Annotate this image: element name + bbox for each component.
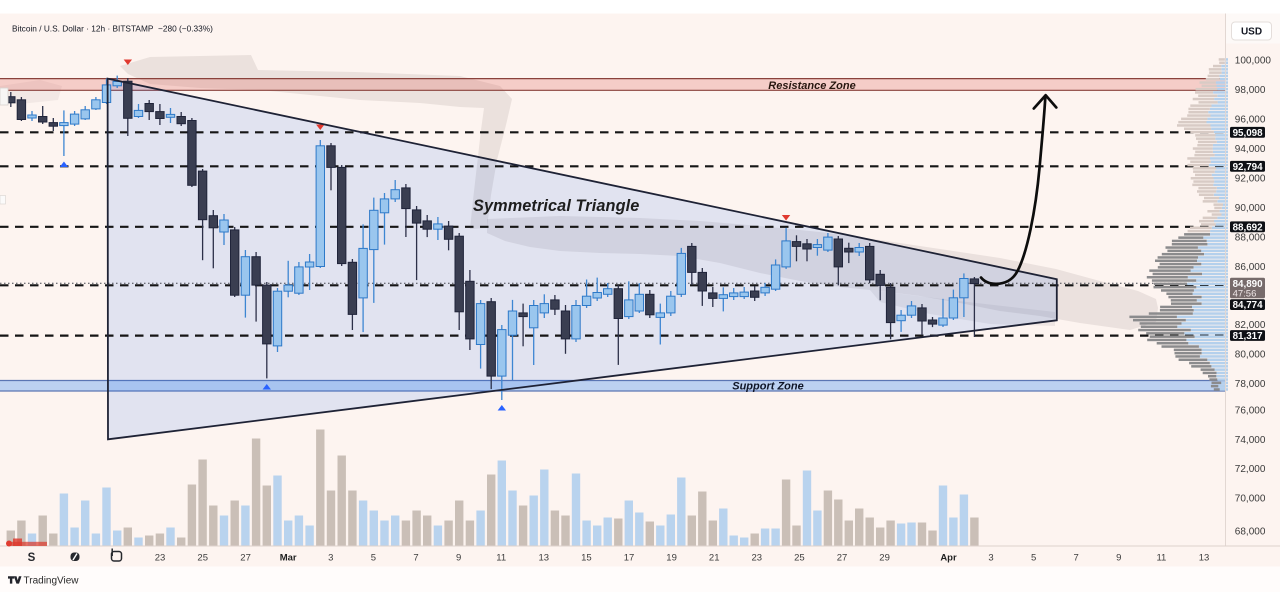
svg-text:82,000: 82,000	[1235, 320, 1266, 331]
svg-text:S: S	[28, 552, 36, 564]
svg-text:19: 19	[666, 553, 677, 564]
svg-text:5: 5	[371, 553, 376, 564]
svg-text:23: 23	[155, 553, 166, 564]
svg-text:78,000: 78,000	[1235, 379, 1266, 390]
svg-text:84,774: 84,774	[1233, 300, 1264, 311]
svg-text:Resistance Zone: Resistance Zone	[768, 80, 855, 92]
svg-text:68,000: 68,000	[1235, 527, 1266, 538]
svg-text:47:56: 47:56	[1233, 289, 1257, 300]
svg-text:Mar: Mar	[280, 553, 297, 564]
svg-text:74,000: 74,000	[1235, 435, 1266, 446]
svg-text:Apr: Apr	[940, 553, 957, 564]
svg-text:11: 11	[1156, 553, 1166, 564]
svg-text:15: 15	[581, 553, 592, 564]
svg-text:13: 13	[539, 553, 550, 564]
svg-text:Symmetrical Triangle: Symmetrical Triangle	[473, 197, 639, 215]
svg-text:98,000: 98,000	[1235, 85, 1266, 96]
svg-text:70,000: 70,000	[1235, 494, 1266, 505]
svg-text:92,000: 92,000	[1235, 174, 1266, 185]
svg-text:7: 7	[413, 553, 418, 564]
svg-text:88,000: 88,000	[1235, 233, 1266, 244]
svg-text:7: 7	[1074, 553, 1079, 564]
svg-text:13: 13	[1199, 553, 1210, 564]
svg-text:21: 21	[709, 553, 720, 564]
svg-text:27: 27	[837, 553, 848, 564]
svg-text:94,000: 94,000	[1235, 144, 1266, 155]
svg-text:Bitcoin / U.S. Dollar · 12h ·: Bitcoin / U.S. Dollar · 12h · BITSTAMP −…	[12, 24, 213, 34]
svg-text:29: 29	[879, 553, 890, 564]
svg-text:9: 9	[1116, 553, 1121, 564]
svg-text:84,890: 84,890	[1233, 279, 1264, 290]
svg-text:80,000: 80,000	[1235, 350, 1266, 361]
svg-text:25: 25	[794, 553, 805, 564]
svg-text:17: 17	[624, 553, 635, 564]
svg-text:USD: USD	[1241, 27, 1262, 38]
svg-text:11: 11	[496, 553, 506, 564]
svg-text:100,000: 100,000	[1235, 56, 1272, 67]
svg-text:25: 25	[197, 553, 208, 564]
svg-text:3: 3	[328, 553, 333, 564]
svg-text:86,000: 86,000	[1235, 262, 1266, 273]
svg-text:96,000: 96,000	[1235, 115, 1266, 126]
svg-text:5: 5	[1031, 553, 1036, 564]
svg-text:TradingView: TradingView	[24, 576, 80, 587]
svg-text:3: 3	[988, 553, 993, 564]
svg-text:95,098: 95,098	[1233, 128, 1264, 139]
svg-text:88,692: 88,692	[1233, 222, 1264, 233]
svg-text:Support Zone: Support Zone	[732, 380, 804, 392]
svg-text:76,000: 76,000	[1235, 406, 1266, 417]
svg-text:81,317: 81,317	[1233, 331, 1264, 342]
svg-text:90,000: 90,000	[1235, 203, 1266, 214]
svg-text:92,794: 92,794	[1233, 162, 1264, 173]
svg-text:27: 27	[240, 553, 251, 564]
svg-text:23: 23	[752, 553, 763, 564]
svg-text:72,000: 72,000	[1235, 464, 1266, 475]
svg-text:9: 9	[456, 553, 461, 564]
